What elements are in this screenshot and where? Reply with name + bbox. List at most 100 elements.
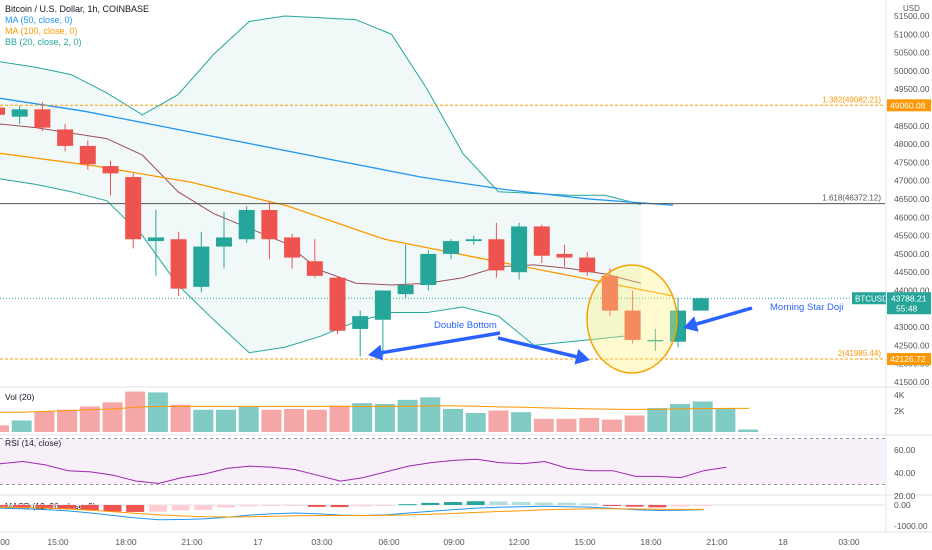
candle-body: [556, 253, 573, 258]
time-tick-label: 18: [778, 537, 788, 547]
time-tick-label: 06:00: [378, 537, 400, 547]
candle-body: [193, 246, 210, 287]
price-tick-label: 45500.00: [894, 231, 930, 241]
symbol-label: BTCUSD: [855, 294, 888, 303]
macd-histogram-bar: [330, 505, 349, 508]
price-tick-label: 47500.00: [894, 157, 930, 167]
level-axis-value: 49060.08: [890, 100, 926, 110]
candle-body: [533, 226, 550, 256]
candle-body: [579, 257, 596, 273]
price-tick-label: 51000.00: [894, 29, 930, 39]
chart-title: Bitcoin / U.S. Dollar, 1h, COINBASE: [5, 4, 150, 14]
symbol-tag: [852, 292, 886, 305]
volume-bar: [306, 409, 327, 432]
volume-bar: [102, 402, 123, 432]
volume-title: Vol (20): [5, 392, 34, 402]
volume-axis-label: 2K: [894, 406, 905, 416]
volume-bar: [147, 392, 168, 432]
macd-axis-label: 0.00: [894, 500, 911, 510]
macd-histogram-bar: [239, 505, 258, 507]
time-tick-label: 03:00: [311, 537, 333, 547]
price-tick-label: 49500.00: [894, 84, 930, 94]
candle-body: [511, 226, 528, 273]
candle-body: [374, 290, 391, 320]
price-tick-label: 43000.00: [894, 322, 930, 332]
price-tick-label: 42500.00: [894, 340, 930, 350]
time-tick-label: 18:00: [640, 537, 662, 547]
candle-body: [624, 310, 641, 340]
volume-bar: [0, 425, 9, 432]
volume-bar: [738, 429, 759, 432]
price-tick-label: 48500.00: [894, 121, 930, 131]
macd-histogram-bar: [58, 505, 77, 509]
candle-body: [329, 277, 346, 331]
candle-body: [170, 239, 187, 289]
macd-histogram-bar: [557, 502, 576, 505]
macd-histogram-bar: [12, 505, 31, 508]
double-bottom-arrow-right-shaft: [497, 336, 577, 359]
candle-body: [216, 237, 232, 247]
macd-histogram-bar: [421, 502, 440, 505]
macd-histogram-bar: [489, 501, 508, 505]
price-tick-label: 47000.00: [894, 176, 930, 186]
macd-histogram-bar: [353, 505, 372, 507]
volume-bar: [261, 409, 282, 432]
candle-body: [692, 298, 709, 311]
double-bottom-arrow-left-head: [368, 344, 384, 361]
volume-bar: [511, 412, 532, 432]
price-tick-label: 44500.00: [894, 267, 930, 277]
double-bottom-arrow-right-head: [574, 348, 590, 365]
candle-body: [306, 261, 323, 276]
volume-bar: [125, 391, 146, 432]
ma-blue-line: [0, 97, 674, 206]
volume-bar: [193, 409, 214, 432]
volume-bar: [79, 406, 100, 432]
current-price-value: 43788.21: [891, 293, 927, 303]
time-tick-label: 12:00: [508, 537, 530, 547]
time-tick-label: 21:00: [706, 537, 728, 547]
candle-body: [238, 209, 255, 240]
volume-bar: [34, 411, 55, 432]
macd-histogram-bar: [103, 505, 122, 512]
volume-bar: [11, 420, 32, 432]
morning-star-highlight: [586, 264, 678, 374]
price-tick-label: 44000.00: [894, 286, 930, 296]
macd-histogram-bar: [171, 505, 190, 511]
rsi-axis-label: 60.00: [894, 445, 916, 455]
level-axis-tag: [887, 353, 931, 366]
legend-ma50: MA (50, close, 0): [5, 15, 73, 25]
volume-bar: [465, 413, 486, 432]
current-price-tag: [887, 292, 931, 315]
macd-histogram-bar: [580, 503, 599, 505]
legend-bb: BB (20, close, 2, 0): [5, 37, 82, 47]
volume-bar: [533, 418, 554, 432]
morning-star-arrow-shaft: [695, 306, 753, 326]
price-tick-label: 50000.00: [894, 66, 930, 76]
volume-bar: [374, 403, 395, 432]
volume-bar: [715, 408, 736, 432]
volume-bar: [329, 405, 350, 432]
time-tick-label: 15:00: [47, 537, 69, 547]
candle-body: [11, 109, 28, 117]
time-tick-label: 00: [0, 537, 10, 547]
macd-histogram-bar: [285, 505, 304, 506]
volume-bar: [397, 399, 418, 432]
candle-body: [261, 209, 278, 240]
macd-histogram-bar: [534, 502, 553, 505]
macd-histogram-bar: [80, 505, 99, 511]
level-axis-value: 42126.72: [890, 354, 926, 364]
price-tick-label: 51500.00: [894, 11, 930, 21]
morning-star-label: Morning Star Doji: [770, 302, 843, 313]
volume-bar: [624, 415, 645, 432]
volume-bar: [579, 417, 600, 432]
candle-body: [488, 239, 505, 271]
candle-body: [102, 166, 119, 174]
candle-body: [0, 107, 5, 115]
volume-bar: [556, 418, 577, 432]
volume-bar: [57, 409, 78, 432]
macd-histogram-bar: [217, 505, 235, 508]
macd-histogram-bar: [375, 505, 394, 506]
candle-body: [125, 177, 142, 240]
macd-histogram-bar: [625, 505, 644, 507]
